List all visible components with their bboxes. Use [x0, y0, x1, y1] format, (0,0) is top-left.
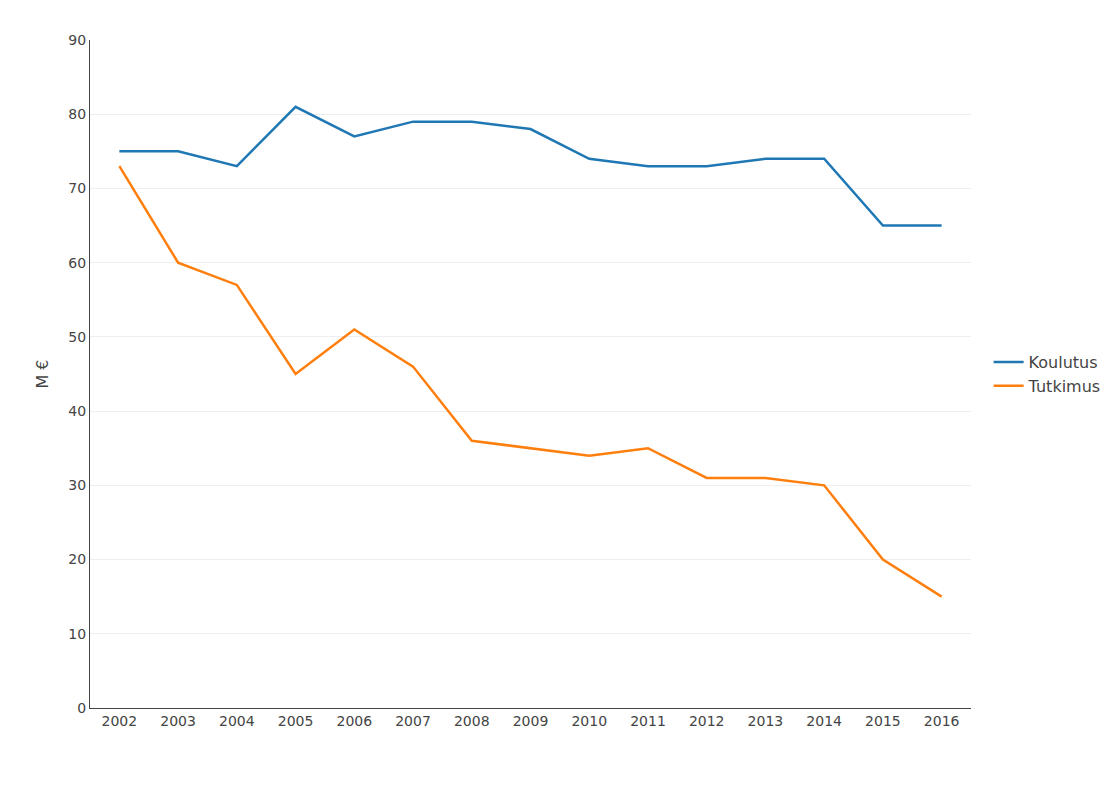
svg-text:20: 20: [68, 551, 86, 567]
svg-text:0: 0: [77, 700, 86, 716]
svg-text:60: 60: [68, 255, 86, 271]
svg-text:2010: 2010: [571, 713, 607, 729]
svg-text:2003: 2003: [160, 713, 196, 729]
svg-text:2012: 2012: [689, 713, 725, 729]
svg-text:2011: 2011: [630, 713, 666, 729]
svg-text:50: 50: [68, 329, 86, 345]
svg-text:M €: M €: [33, 359, 52, 388]
svg-text:10: 10: [68, 626, 86, 642]
svg-text:80: 80: [68, 106, 86, 122]
svg-text:2006: 2006: [336, 713, 372, 729]
svg-text:2009: 2009: [513, 713, 549, 729]
svg-text:2016: 2016: [924, 713, 960, 729]
svg-text:2004: 2004: [219, 713, 255, 729]
svg-text:2013: 2013: [748, 713, 784, 729]
svg-text:2014: 2014: [806, 713, 842, 729]
svg-text:2005: 2005: [278, 713, 314, 729]
svg-text:90: 90: [68, 32, 86, 48]
svg-text:2015: 2015: [865, 713, 901, 729]
svg-text:70: 70: [68, 180, 86, 196]
svg-text:30: 30: [68, 477, 86, 493]
svg-text:2007: 2007: [395, 713, 431, 729]
svg-text:2008: 2008: [454, 713, 490, 729]
svg-text:Koulutus: Koulutus: [1029, 353, 1098, 372]
svg-text:Tutkimus: Tutkimus: [1028, 377, 1101, 396]
svg-text:2002: 2002: [102, 713, 138, 729]
svg-text:40: 40: [68, 403, 86, 419]
